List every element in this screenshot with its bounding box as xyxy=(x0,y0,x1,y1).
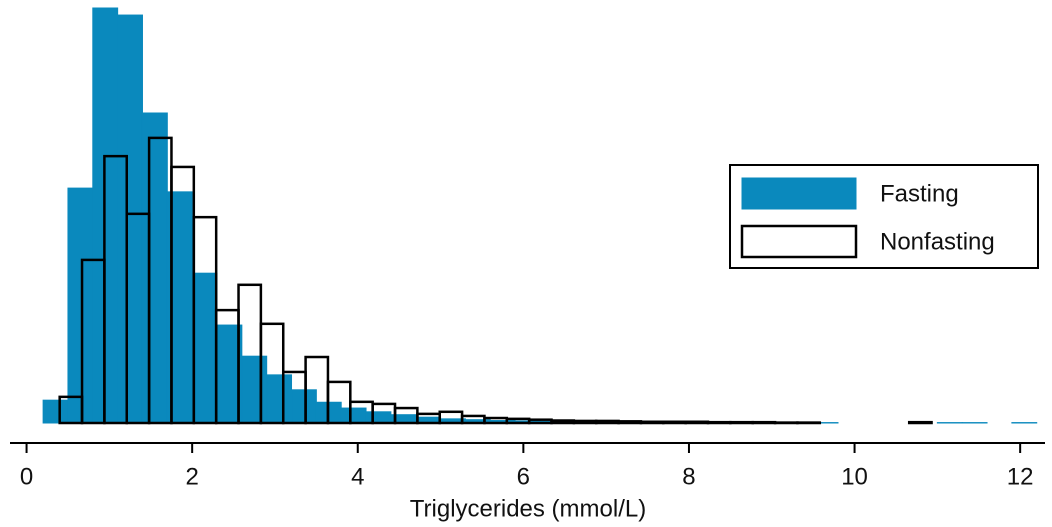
legend-swatch xyxy=(741,177,857,210)
x-tick-label: 10 xyxy=(841,463,868,490)
histogram-bar xyxy=(572,419,598,425)
histogram-bar xyxy=(594,419,620,425)
x-tick-label: 8 xyxy=(682,463,695,490)
legend-swatch xyxy=(740,224,858,259)
histogram-bar xyxy=(291,389,317,424)
x-tick-label: 4 xyxy=(351,463,364,490)
x-tick-label: 0 xyxy=(20,463,33,490)
legend-label: Fasting xyxy=(880,180,959,207)
histogram-bar xyxy=(141,112,168,424)
histogram-bar xyxy=(266,374,293,424)
histogram-bar xyxy=(241,355,268,424)
histogram-bar xyxy=(907,420,933,425)
x-tick-label: 6 xyxy=(517,463,530,490)
histogram-bar xyxy=(617,420,643,425)
histogram-bar xyxy=(365,411,392,424)
histogram-bar xyxy=(662,420,687,425)
histogram-bar xyxy=(639,420,665,425)
histogram-bar xyxy=(67,187,94,424)
histogram-bar xyxy=(42,399,69,424)
histogram-bar xyxy=(706,420,732,425)
legend-label: Nonfasting xyxy=(880,228,995,255)
histogram-bar xyxy=(684,420,710,425)
histogram-bar xyxy=(751,420,777,425)
histogram-bar xyxy=(729,420,754,425)
histogram-bar xyxy=(340,407,367,424)
x-axis-label: Triglycerides (mmol/L) xyxy=(410,495,646,522)
histogram-bar xyxy=(117,14,143,424)
histogram-bar xyxy=(191,272,218,424)
x-tick-label: 2 xyxy=(185,463,198,490)
histogram-bar xyxy=(550,419,576,425)
x-tick-label: 12 xyxy=(1007,463,1034,490)
